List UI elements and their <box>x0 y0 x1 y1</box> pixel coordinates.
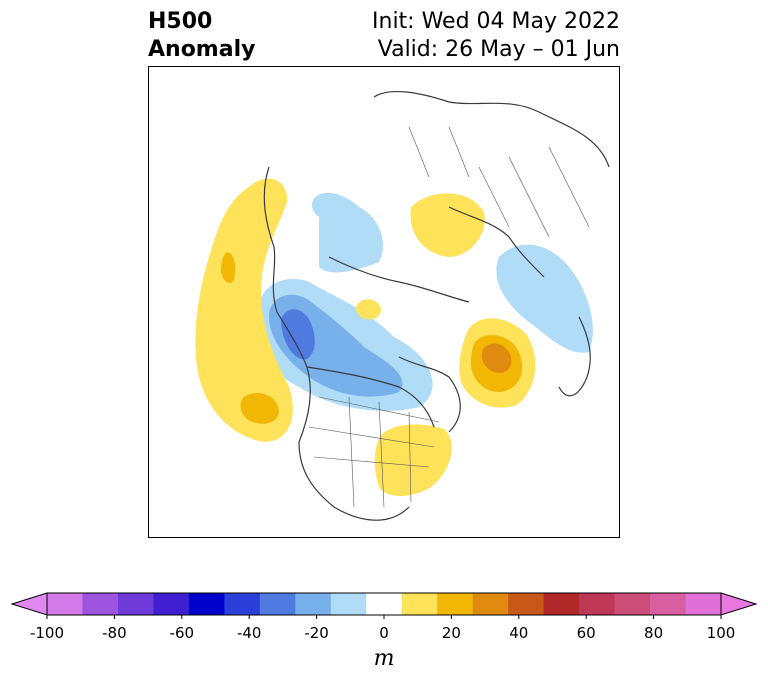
colorbar-under-arrow <box>10 592 48 616</box>
colorbar-segment <box>614 593 651 615</box>
colorbar-tick-label: -20 <box>304 624 329 642</box>
europe-trough-20 <box>496 244 593 353</box>
title-variable: H500 <box>148 9 213 34</box>
colorbar-tick-label: -40 <box>236 624 262 642</box>
colorbar-tick-label: 0 <box>379 624 389 642</box>
colorbar-tick-label: -80 <box>102 624 127 642</box>
russia-ridge-10 <box>410 193 485 257</box>
political-borders <box>308 126 590 508</box>
title-right: Init: Wed 04 May 2022 Valid: 26 May – 01… <box>372 8 620 64</box>
colorbar-segment <box>330 593 367 615</box>
west-coast-ridge-10 <box>195 178 293 442</box>
eastern-us-ridge-10 <box>374 424 452 496</box>
valid-range: Valid: 26 May – 01 Jun <box>377 37 620 62</box>
colorbar-segment <box>579 593 616 615</box>
colorbar-segment <box>650 593 687 615</box>
colorbar-segment <box>472 593 509 615</box>
colorbar-segment <box>685 593 722 615</box>
anomaly-map <box>195 91 610 521</box>
title-left: H500 Anomaly <box>148 8 255 64</box>
init-date: Init: Wed 04 May 2022 <box>372 9 620 34</box>
colorbar-segment <box>82 593 119 615</box>
colorbar-tick-label: 40 <box>509 624 529 642</box>
atlantic-ridge-30 <box>481 343 512 373</box>
siberia-trough-20 <box>311 192 383 273</box>
west-coast-ridge-20a <box>221 252 236 283</box>
colorbar-tick-label: 100 <box>706 624 736 642</box>
colorbar-segment <box>117 593 154 615</box>
colorbar-segment <box>224 593 261 615</box>
colorbar-segment <box>47 593 83 615</box>
colorbar-segment <box>259 593 296 615</box>
colorbar-segment <box>401 593 438 615</box>
colorbar-segment <box>188 593 225 615</box>
title-type: Anomaly <box>148 37 256 62</box>
colorbar-tick-label: -60 <box>169 624 195 642</box>
colorbar-unit-label: m <box>373 646 395 671</box>
colorbar-tick-label: 20 <box>441 624 461 642</box>
colorbar-segment <box>508 593 545 615</box>
west-coast-ridge-20b <box>240 392 279 424</box>
colorbar-segment <box>366 593 403 615</box>
colorbar-tick-label: 60 <box>576 624 596 642</box>
colorbar-segment <box>295 593 332 615</box>
colorbar-segment <box>437 593 474 615</box>
gulf-alaska-trough-40 <box>281 309 315 360</box>
colorbar-over-arrow <box>720 592 758 616</box>
colorbar-tick-label: 80 <box>644 624 664 642</box>
colorbar <box>10 592 758 619</box>
map-panel <box>148 66 620 538</box>
coastlines <box>263 91 610 521</box>
colorbar-segment <box>153 593 190 615</box>
colorbar-segment <box>543 593 580 615</box>
arctic-ridge-10 <box>356 299 381 320</box>
colorbar-tick-label: -100 <box>29 624 65 642</box>
